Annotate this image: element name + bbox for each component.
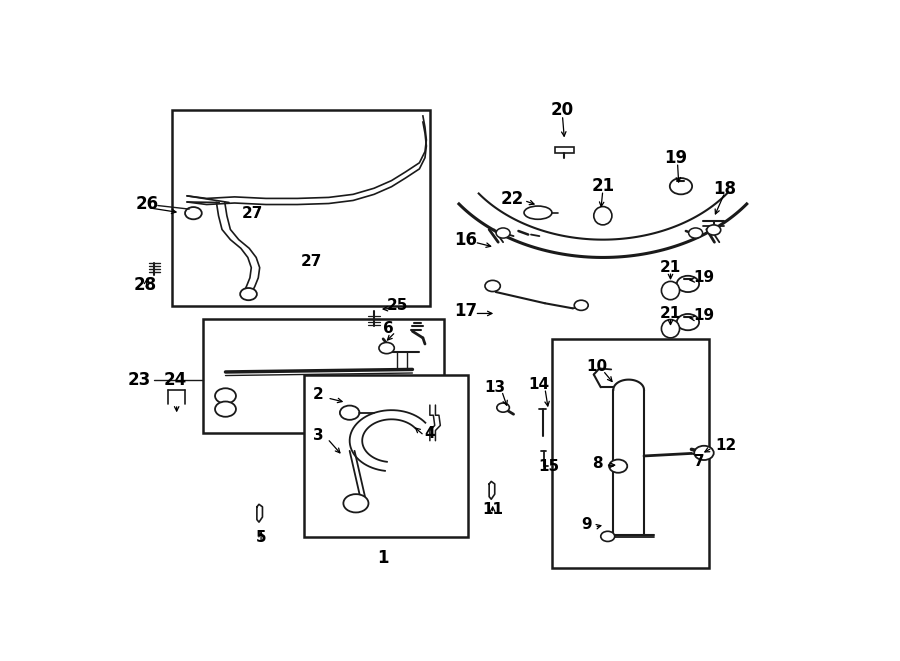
Circle shape — [215, 388, 236, 403]
Circle shape — [485, 280, 500, 292]
Text: 16: 16 — [454, 231, 478, 249]
Text: 26: 26 — [136, 195, 159, 213]
Text: 27: 27 — [301, 254, 322, 268]
Ellipse shape — [662, 319, 680, 338]
Text: 19: 19 — [693, 309, 715, 323]
Bar — [203, 319, 444, 433]
Circle shape — [185, 207, 202, 219]
Text: 3: 3 — [313, 428, 324, 443]
Circle shape — [706, 225, 721, 235]
Text: 11: 11 — [482, 502, 503, 517]
Circle shape — [609, 459, 627, 473]
Text: 2: 2 — [313, 387, 324, 403]
Circle shape — [497, 403, 509, 412]
Circle shape — [240, 288, 256, 300]
Circle shape — [677, 314, 699, 330]
Ellipse shape — [594, 206, 612, 225]
Circle shape — [344, 494, 368, 512]
Text: 5: 5 — [256, 530, 266, 545]
Circle shape — [670, 178, 692, 194]
Text: 14: 14 — [529, 377, 550, 392]
Text: 21: 21 — [591, 177, 615, 195]
Circle shape — [574, 300, 589, 311]
Bar — [552, 339, 709, 568]
Circle shape — [677, 276, 699, 292]
Bar — [172, 110, 430, 306]
Text: 21: 21 — [660, 260, 681, 275]
Circle shape — [600, 531, 615, 541]
Text: 25: 25 — [386, 298, 408, 313]
Text: 24: 24 — [164, 371, 187, 389]
Bar — [304, 375, 468, 537]
Text: 15: 15 — [538, 459, 559, 474]
Circle shape — [215, 401, 236, 417]
Text: 1: 1 — [377, 549, 389, 566]
Ellipse shape — [662, 282, 680, 299]
Text: 12: 12 — [716, 438, 737, 453]
Text: 27: 27 — [241, 206, 263, 221]
Text: 18: 18 — [714, 180, 736, 198]
Circle shape — [340, 406, 359, 420]
Bar — [555, 147, 573, 153]
Text: 19: 19 — [693, 270, 715, 286]
Text: 8: 8 — [592, 456, 603, 471]
Text: 4: 4 — [425, 426, 436, 440]
Circle shape — [694, 446, 714, 460]
Text: 22: 22 — [500, 190, 524, 208]
Circle shape — [496, 228, 510, 238]
Circle shape — [379, 342, 394, 354]
Text: 28: 28 — [134, 276, 157, 294]
Text: 19: 19 — [664, 149, 688, 167]
Text: 13: 13 — [484, 380, 505, 395]
Text: 21: 21 — [660, 306, 681, 321]
Text: 23: 23 — [128, 371, 150, 389]
Text: 20: 20 — [551, 101, 574, 119]
Text: 17: 17 — [454, 302, 478, 320]
Text: 7: 7 — [694, 453, 704, 469]
Ellipse shape — [524, 206, 552, 219]
Text: 6: 6 — [382, 321, 393, 336]
Text: 9: 9 — [581, 517, 592, 532]
Circle shape — [688, 228, 703, 238]
Text: 10: 10 — [587, 360, 608, 374]
